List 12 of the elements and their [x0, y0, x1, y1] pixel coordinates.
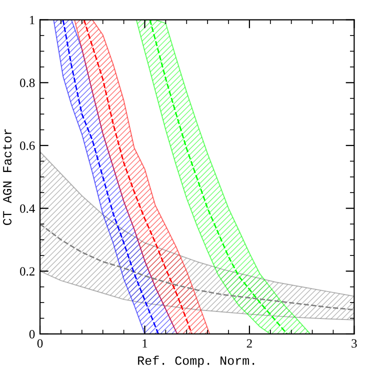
- y-tick-label: 0.8: [20, 78, 35, 88]
- x-tick-label: 0: [37, 339, 43, 348]
- y-tick-label: 0: [29, 330, 35, 338]
- y-tick-label: 0.4: [20, 204, 35, 213]
- y-tick-label: 0.6: [20, 142, 35, 150]
- x-tick-label: 3: [352, 339, 357, 348]
- y-axis-title: CT AGN Factor: [3, 129, 12, 225]
- y-tick-label: 1: [30, 16, 34, 24]
- x-tick-label: 2: [246, 339, 252, 348]
- y-tick-label: 0.2: [20, 267, 34, 276]
- x-axis-title: Ref. Comp. Norm.: [138, 356, 254, 368]
- x-tick-label: 1: [142, 339, 148, 348]
